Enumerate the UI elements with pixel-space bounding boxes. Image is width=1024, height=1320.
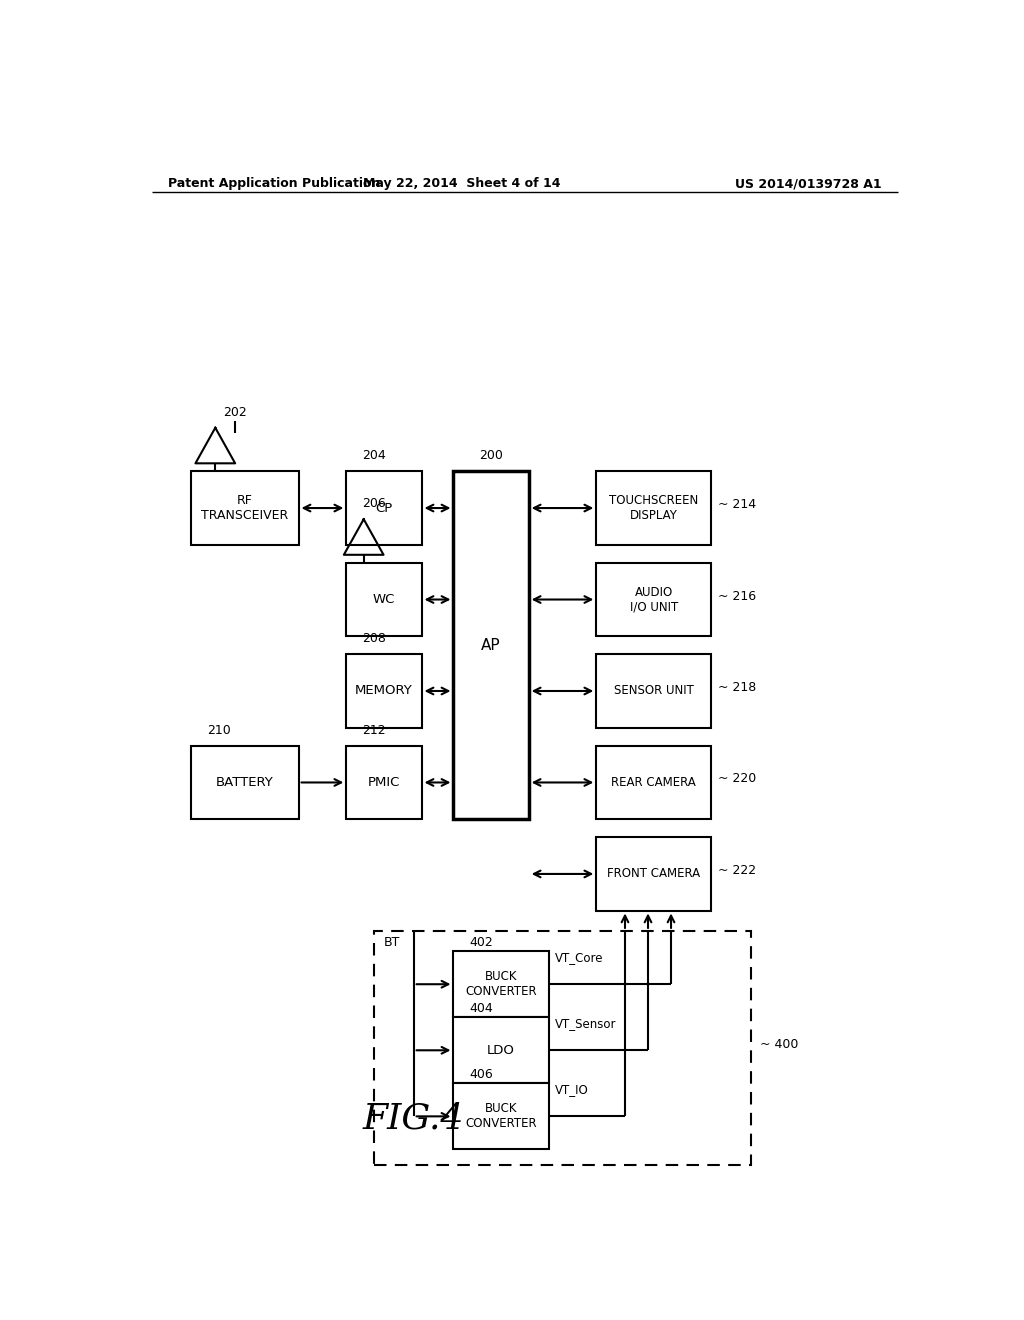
- Text: AUDIO
I/O UNIT: AUDIO I/O UNIT: [630, 586, 678, 614]
- Text: ~ 220: ~ 220: [718, 772, 756, 785]
- Bar: [596, 471, 712, 545]
- Text: ~ 214: ~ 214: [718, 498, 756, 511]
- Text: BUCK
CONVERTER: BUCK CONVERTER: [465, 970, 537, 998]
- Bar: [454, 1084, 549, 1150]
- Bar: [596, 562, 712, 636]
- Text: 406: 406: [469, 1068, 493, 1081]
- Bar: [191, 746, 299, 818]
- Bar: [346, 655, 422, 727]
- Text: 210: 210: [207, 723, 231, 737]
- Text: 208: 208: [362, 632, 386, 645]
- Text: CP: CP: [376, 502, 392, 515]
- Bar: [346, 471, 422, 545]
- Text: BATTERY: BATTERY: [216, 776, 274, 789]
- Text: BUCK
CONVERTER: BUCK CONVERTER: [465, 1102, 537, 1130]
- Text: ~ 216: ~ 216: [718, 590, 756, 602]
- Text: VT_IO: VT_IO: [555, 1084, 589, 1097]
- Text: Patent Application Publication: Patent Application Publication: [168, 177, 380, 190]
- Text: FIG.4: FIG.4: [362, 1102, 465, 1137]
- Bar: [191, 471, 299, 545]
- Text: TOUCHSCREEN
DISPLAY: TOUCHSCREEN DISPLAY: [609, 494, 698, 521]
- Text: VT_Sensor: VT_Sensor: [555, 1018, 616, 1031]
- Text: ~ 222: ~ 222: [718, 865, 756, 876]
- Bar: [596, 655, 712, 727]
- Text: ~ 218: ~ 218: [718, 681, 756, 694]
- Text: SENSOR UNIT: SENSOR UNIT: [613, 685, 693, 697]
- Text: 206: 206: [362, 498, 386, 510]
- Bar: [454, 471, 528, 818]
- Text: PMIC: PMIC: [368, 776, 400, 789]
- Text: 404: 404: [469, 1002, 493, 1015]
- Bar: [454, 952, 549, 1018]
- Text: AP: AP: [481, 638, 501, 653]
- Text: VT_Core: VT_Core: [555, 952, 603, 965]
- Text: 212: 212: [362, 723, 386, 737]
- Bar: [454, 1018, 549, 1084]
- Text: 204: 204: [362, 449, 386, 462]
- Bar: [596, 837, 712, 911]
- Text: BT: BT: [384, 936, 400, 949]
- Text: May 22, 2014  Sheet 4 of 14: May 22, 2014 Sheet 4 of 14: [362, 177, 560, 190]
- Text: 202: 202: [223, 405, 247, 418]
- Text: REAR CAMERA: REAR CAMERA: [611, 776, 696, 789]
- Text: ~ 400: ~ 400: [761, 1038, 799, 1051]
- Text: LDO: LDO: [487, 1044, 515, 1057]
- Text: FRONT CAMERA: FRONT CAMERA: [607, 867, 700, 880]
- Bar: [596, 746, 712, 818]
- Text: RF
TRANSCEIVER: RF TRANSCEIVER: [202, 494, 289, 521]
- Text: 200: 200: [479, 449, 503, 462]
- Text: US 2014/0139728 A1: US 2014/0139728 A1: [735, 177, 882, 190]
- Bar: [346, 562, 422, 636]
- Text: MEMORY: MEMORY: [355, 685, 413, 697]
- Bar: [374, 931, 751, 1164]
- Bar: [346, 746, 422, 818]
- Text: WC: WC: [373, 593, 395, 606]
- Text: 402: 402: [469, 936, 493, 949]
